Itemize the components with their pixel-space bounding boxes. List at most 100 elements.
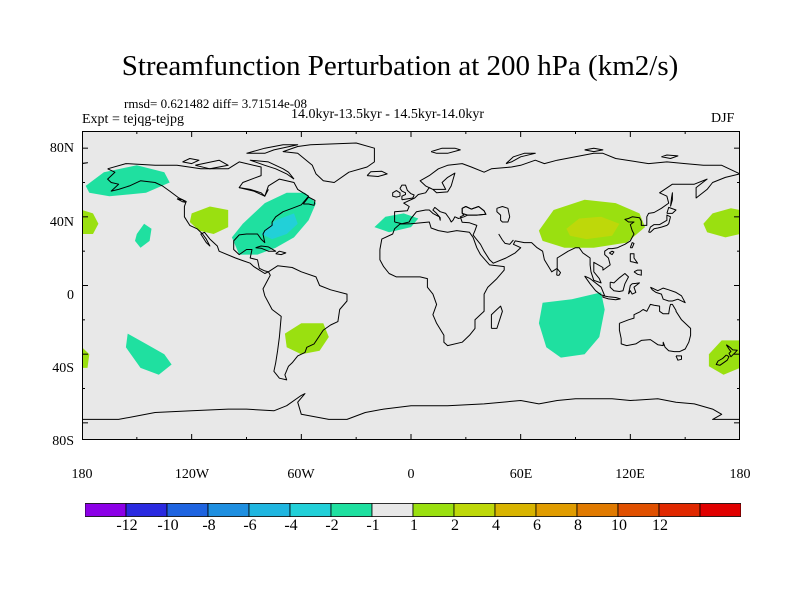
colorbar-label: 1 — [410, 517, 418, 534]
anomaly-south-pacific-low — [125, 333, 172, 375]
map-background-fill — [82, 131, 740, 440]
colorbar-label: 8 — [574, 517, 582, 534]
coastline-south-america — [262, 265, 348, 381]
coastline-caspian-sea — [496, 206, 511, 223]
colorbar-segment — [85, 503, 127, 517]
world-map — [82, 131, 740, 440]
lon-tick-label: 180 — [729, 467, 751, 482]
coastlines — [82, 142, 740, 440]
coastline-new-siberian-islands — [661, 154, 679, 159]
anomaly-central-asia-high-core — [566, 216, 620, 240]
lon-tick-label: 120W — [174, 467, 210, 482]
lat-tick-label: 80N — [49, 141, 74, 156]
experiment-label: Expt = tejqg-tejpg — [82, 112, 184, 127]
lon-tick-label: 60W — [287, 467, 315, 482]
lat-tick-label: 80S — [52, 434, 74, 449]
coastline-sakhalin — [670, 192, 673, 207]
coastline-iceland — [366, 170, 388, 177]
anomaly-south-dateline-high-west — [82, 347, 90, 368]
colorbar-label: -1 — [366, 517, 380, 534]
anomaly-east-pacific-low — [135, 223, 152, 248]
colorbar-label: -8 — [202, 517, 216, 534]
colorbar-segment — [207, 503, 250, 517]
lon-tick-label: 60E — [509, 467, 533, 482]
coastline-japan-honshu — [648, 214, 671, 233]
coastline-borneo — [609, 273, 629, 292]
colorbar-label: -10 — [157, 517, 179, 534]
colorbar-label: 2 — [451, 517, 459, 534]
anomaly-date-line-high-north — [703, 208, 740, 238]
lat-tick-label: 40S — [52, 361, 74, 376]
coastline-africa — [379, 221, 505, 347]
coastline-antarctica — [82, 393, 740, 440]
lon-tick-label: 0 — [407, 467, 415, 482]
coastline-java — [602, 295, 621, 301]
colorbar-segment — [330, 503, 373, 517]
coastline-tasmania — [675, 355, 682, 361]
anomaly-north-atlantic-low-core — [261, 213, 298, 240]
map-background — [82, 131, 740, 440]
coastline-cuba — [255, 245, 277, 252]
anomaly-contours — [82, 165, 740, 375]
coastline-victoria-island — [195, 159, 229, 170]
colorbar-label: -12 — [116, 517, 138, 534]
colorbar-segment — [658, 503, 701, 517]
colorbar-label: 12 — [652, 517, 668, 534]
coastline-hainan — [609, 250, 615, 256]
period-label: 14.0kyr-13.5kyr - 14.5kyr-14.0kyr — [291, 107, 485, 122]
coastline-severnaya-zemlya — [584, 147, 604, 153]
colorbar-segment — [371, 503, 414, 517]
coastline-australia — [618, 303, 692, 353]
colorbar-segment — [699, 503, 741, 517]
colorbar-segment — [412, 503, 455, 517]
colorbar-segment — [248, 503, 291, 517]
coastline-novaya-zemlya — [505, 152, 536, 165]
coastline-new-guinea — [649, 286, 686, 304]
coastline-taiwan — [629, 242, 635, 249]
coastline-greenland — [282, 142, 375, 183]
anomaly-west-us-high — [189, 206, 229, 234]
page-title: Streamfunction Perturbation at 200 hPa (… — [121, 50, 679, 82]
coastline-svalbard — [430, 147, 461, 154]
coastline-hudson-bay-south — [239, 187, 269, 197]
colorbar-segment — [535, 503, 578, 517]
colorbar-segment — [125, 503, 168, 517]
colorbar-segment — [576, 503, 619, 517]
coastline-vancouver-island — [176, 198, 186, 203]
coastline-philippines-luzon — [629, 253, 639, 264]
coastline-ellesmere-island — [246, 144, 299, 154]
lon-tick-label: 120E — [615, 467, 645, 482]
coastline-great-britain — [399, 184, 415, 201]
colorbar-label: -2 — [325, 517, 339, 534]
coastline-ireland — [392, 190, 401, 198]
anomaly-south-atlantic-high — [284, 323, 329, 355]
season-label: DJF — [711, 111, 735, 126]
colorbar-label: 4 — [492, 517, 500, 534]
anomaly-date-line-high-north-west — [82, 210, 99, 234]
coastline-madagascar — [490, 305, 503, 329]
colorbar-label: 10 — [611, 517, 627, 534]
coastline-arabia-gulf-west — [498, 233, 514, 245]
anomaly-north-pacific-low — [85, 165, 170, 197]
colorbar-segment — [289, 503, 332, 517]
coastline-baffin-island — [249, 159, 295, 180]
coastline-banks-island — [182, 158, 200, 165]
coastline-sumatra — [584, 275, 606, 297]
colorbar-segment — [453, 503, 496, 517]
coastline-hispaniola — [275, 250, 287, 256]
coastline-newfoundland — [302, 196, 316, 206]
colorbar-label: -6 — [243, 517, 257, 534]
colorbar — [85, 503, 741, 517]
colorbar-segment — [494, 503, 537, 517]
lat-tick-label: 0 — [67, 288, 74, 303]
coastline-new-zealand-south — [715, 354, 730, 366]
lon-tick-label: 180 — [71, 467, 93, 482]
coastline-black-sea — [461, 206, 487, 216]
coastline-sri-lanka — [556, 268, 561, 276]
colorbar-label: 6 — [533, 517, 541, 534]
anomaly-indian-ocean-low — [538, 292, 605, 358]
stats-label: rmsd= 0.621482 diff= 3.71514e-08 — [124, 96, 308, 111]
colorbar-label: -4 — [284, 517, 298, 534]
coastline-japan-hokkaido — [666, 206, 677, 214]
coastline-philippines-mindanao — [633, 269, 642, 276]
